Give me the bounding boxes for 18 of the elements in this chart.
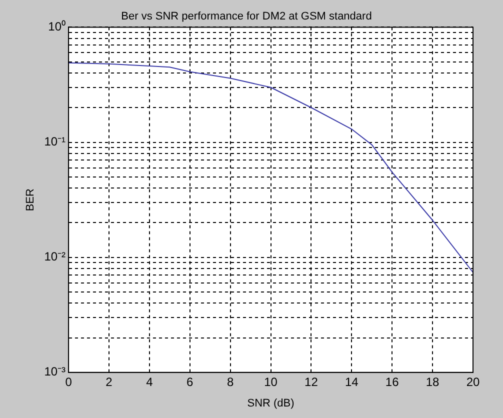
x-tick-label: 18	[426, 374, 440, 389]
x-tick-label: 16	[385, 374, 400, 389]
x-tick-label: 10	[264, 374, 278, 389]
x-tick-label: 6	[186, 374, 194, 389]
x-tick-label: 0	[65, 374, 72, 389]
x-tick-label: 14	[344, 374, 359, 389]
x-tick-label: 8	[226, 374, 234, 389]
y-axis-title: BER	[24, 188, 37, 212]
y-tick-label: 10⁻³	[44, 364, 66, 379]
y-tick-label: 10⁰	[48, 20, 66, 34]
y-tick-label: 10⁻²	[44, 250, 66, 264]
x-tick-label: 20	[466, 374, 480, 389]
x-axis-title: SNR (dB)	[247, 397, 294, 410]
x-tick-label: 12	[304, 374, 318, 389]
x-tick-label: 2	[106, 374, 113, 389]
x-tick-label: 4	[146, 374, 154, 389]
chart-title: Ber vs SNR performance for DM2 at GSM standard	[121, 10, 372, 23]
y-tick-label: 10⁻¹	[44, 134, 66, 149]
